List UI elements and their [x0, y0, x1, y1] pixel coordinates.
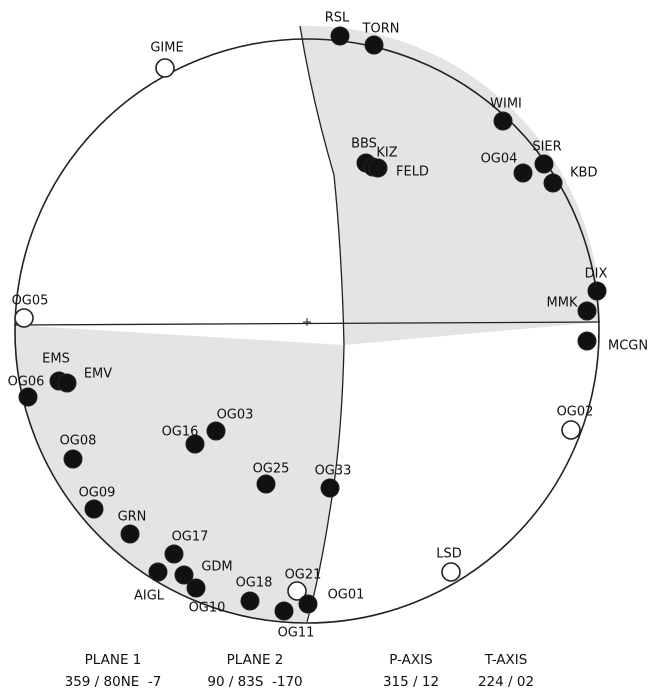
station-label-og09: OG09 — [79, 486, 116, 501]
station-marker-og18 — [240, 591, 260, 611]
shaded-quadrant-ne — [300, 25, 601, 345]
station-label-mcgn: MCGN — [608, 339, 648, 354]
station-marker-og08 — [63, 449, 83, 469]
station-marker-emv — [57, 373, 77, 393]
station-label-og06: OG06 — [8, 375, 45, 390]
paxis-value: 315 / 12 — [383, 674, 439, 690]
station-label-og25: OG25 — [253, 462, 290, 477]
station-label-kiz: KIZ — [376, 146, 397, 161]
station-label-og03: OG03 — [217, 408, 254, 423]
station-label-emv: EMV — [84, 367, 112, 382]
station-label-og02: OG02 — [557, 405, 594, 420]
station-marker-feld — [368, 158, 388, 178]
station-label-lsd: LSD — [436, 547, 462, 562]
station-markers — [14, 26, 607, 621]
plane2-heading: PLANE 2 — [227, 652, 284, 668]
station-label-mmk: MMK — [547, 296, 578, 311]
station-marker-og33 — [320, 478, 340, 498]
station-label-og01: OG01 — [328, 588, 365, 603]
station-marker-og17 — [164, 544, 184, 564]
station-label-gime: GIME — [150, 41, 183, 56]
station-label-torn: TORN — [362, 22, 400, 37]
station-label-rsl: RSL — [325, 11, 350, 26]
mechanism-parameters: PLANE 1 359 / 80NE -7 PLANE 2 90 / 83S -170… — [65, 652, 534, 690]
station-label-og11: OG11 — [278, 626, 315, 641]
station-marker-og11 — [274, 601, 294, 621]
paxis-heading: P-AXIS — [389, 652, 432, 668]
station-marker-rsl — [330, 26, 350, 46]
nodal-planes — [13, 25, 601, 624]
station-marker-dix — [587, 281, 607, 301]
station-label-wimi: WIMI — [490, 97, 522, 112]
station-marker-wimi — [493, 111, 513, 131]
station-marker-mmk — [577, 301, 597, 321]
station-marker-gdm — [174, 565, 194, 585]
station-label-og18: OG18 — [236, 576, 273, 591]
station-label-og17: OG17 — [172, 530, 209, 545]
station-marker-og04 — [513, 163, 533, 183]
station-marker-og10 — [186, 578, 206, 598]
station-label-og08: OG08 — [60, 434, 97, 449]
station-marker-sier — [534, 154, 554, 174]
station-marker-aigl — [148, 562, 168, 582]
station-marker-og05 — [14, 308, 34, 328]
projection-circle — [14, 38, 600, 624]
taxis-heading: T-AXIS — [484, 652, 528, 668]
station-marker-lsd — [441, 562, 461, 582]
compressional-quadrants — [13, 25, 601, 623]
station-marker-og09 — [84, 499, 104, 519]
station-label-og16: OG16 — [162, 425, 199, 440]
station-marker-kbd — [543, 173, 563, 193]
station-marker-og25 — [256, 474, 276, 494]
station-label-grn: GRN — [118, 510, 147, 525]
plane2-value: 90 / 83S -170 — [207, 674, 302, 690]
station-label-sier: SIER — [532, 140, 561, 155]
station-label-ems: EMS — [42, 352, 70, 367]
nodal-plane-1 — [299, 25, 345, 623]
station-marker-og03 — [206, 421, 226, 441]
station-label-gdm: GDM — [201, 560, 232, 575]
station-marker-og06 — [18, 387, 38, 407]
station-label-og33: OG33 — [315, 464, 352, 479]
shaded-quadrant-sw — [13, 325, 344, 623]
station-marker-og01 — [298, 594, 318, 614]
station-marker-og16 — [185, 434, 205, 454]
station-marker-mcgn — [577, 331, 597, 351]
station-label-og10: OG10 — [189, 601, 226, 616]
station-label-og04: OG04 — [481, 152, 518, 167]
plane1-heading: PLANE 1 — [85, 652, 142, 668]
station-label-kbd: KBD — [570, 166, 597, 181]
station-marker-gime — [155, 58, 175, 78]
station-label-dix: DIX — [585, 267, 608, 282]
station-label-bbs: BBS — [351, 137, 377, 152]
station-label-og21: OG21 — [285, 568, 322, 583]
station-marker-og02 — [561, 420, 581, 440]
station-marker-torn — [364, 35, 384, 55]
plane1-value: 359 / 80NE -7 — [65, 674, 162, 690]
station-label-og05: OG05 — [12, 294, 49, 309]
station-marker-grn — [120, 524, 140, 544]
station-label-feld: FELD — [396, 165, 429, 180]
station-label-aigl: AIGL — [134, 589, 165, 604]
taxis-value: 224 / 02 — [478, 674, 534, 690]
station-marker-og21 — [287, 581, 307, 601]
center-mark — [303, 318, 311, 326]
